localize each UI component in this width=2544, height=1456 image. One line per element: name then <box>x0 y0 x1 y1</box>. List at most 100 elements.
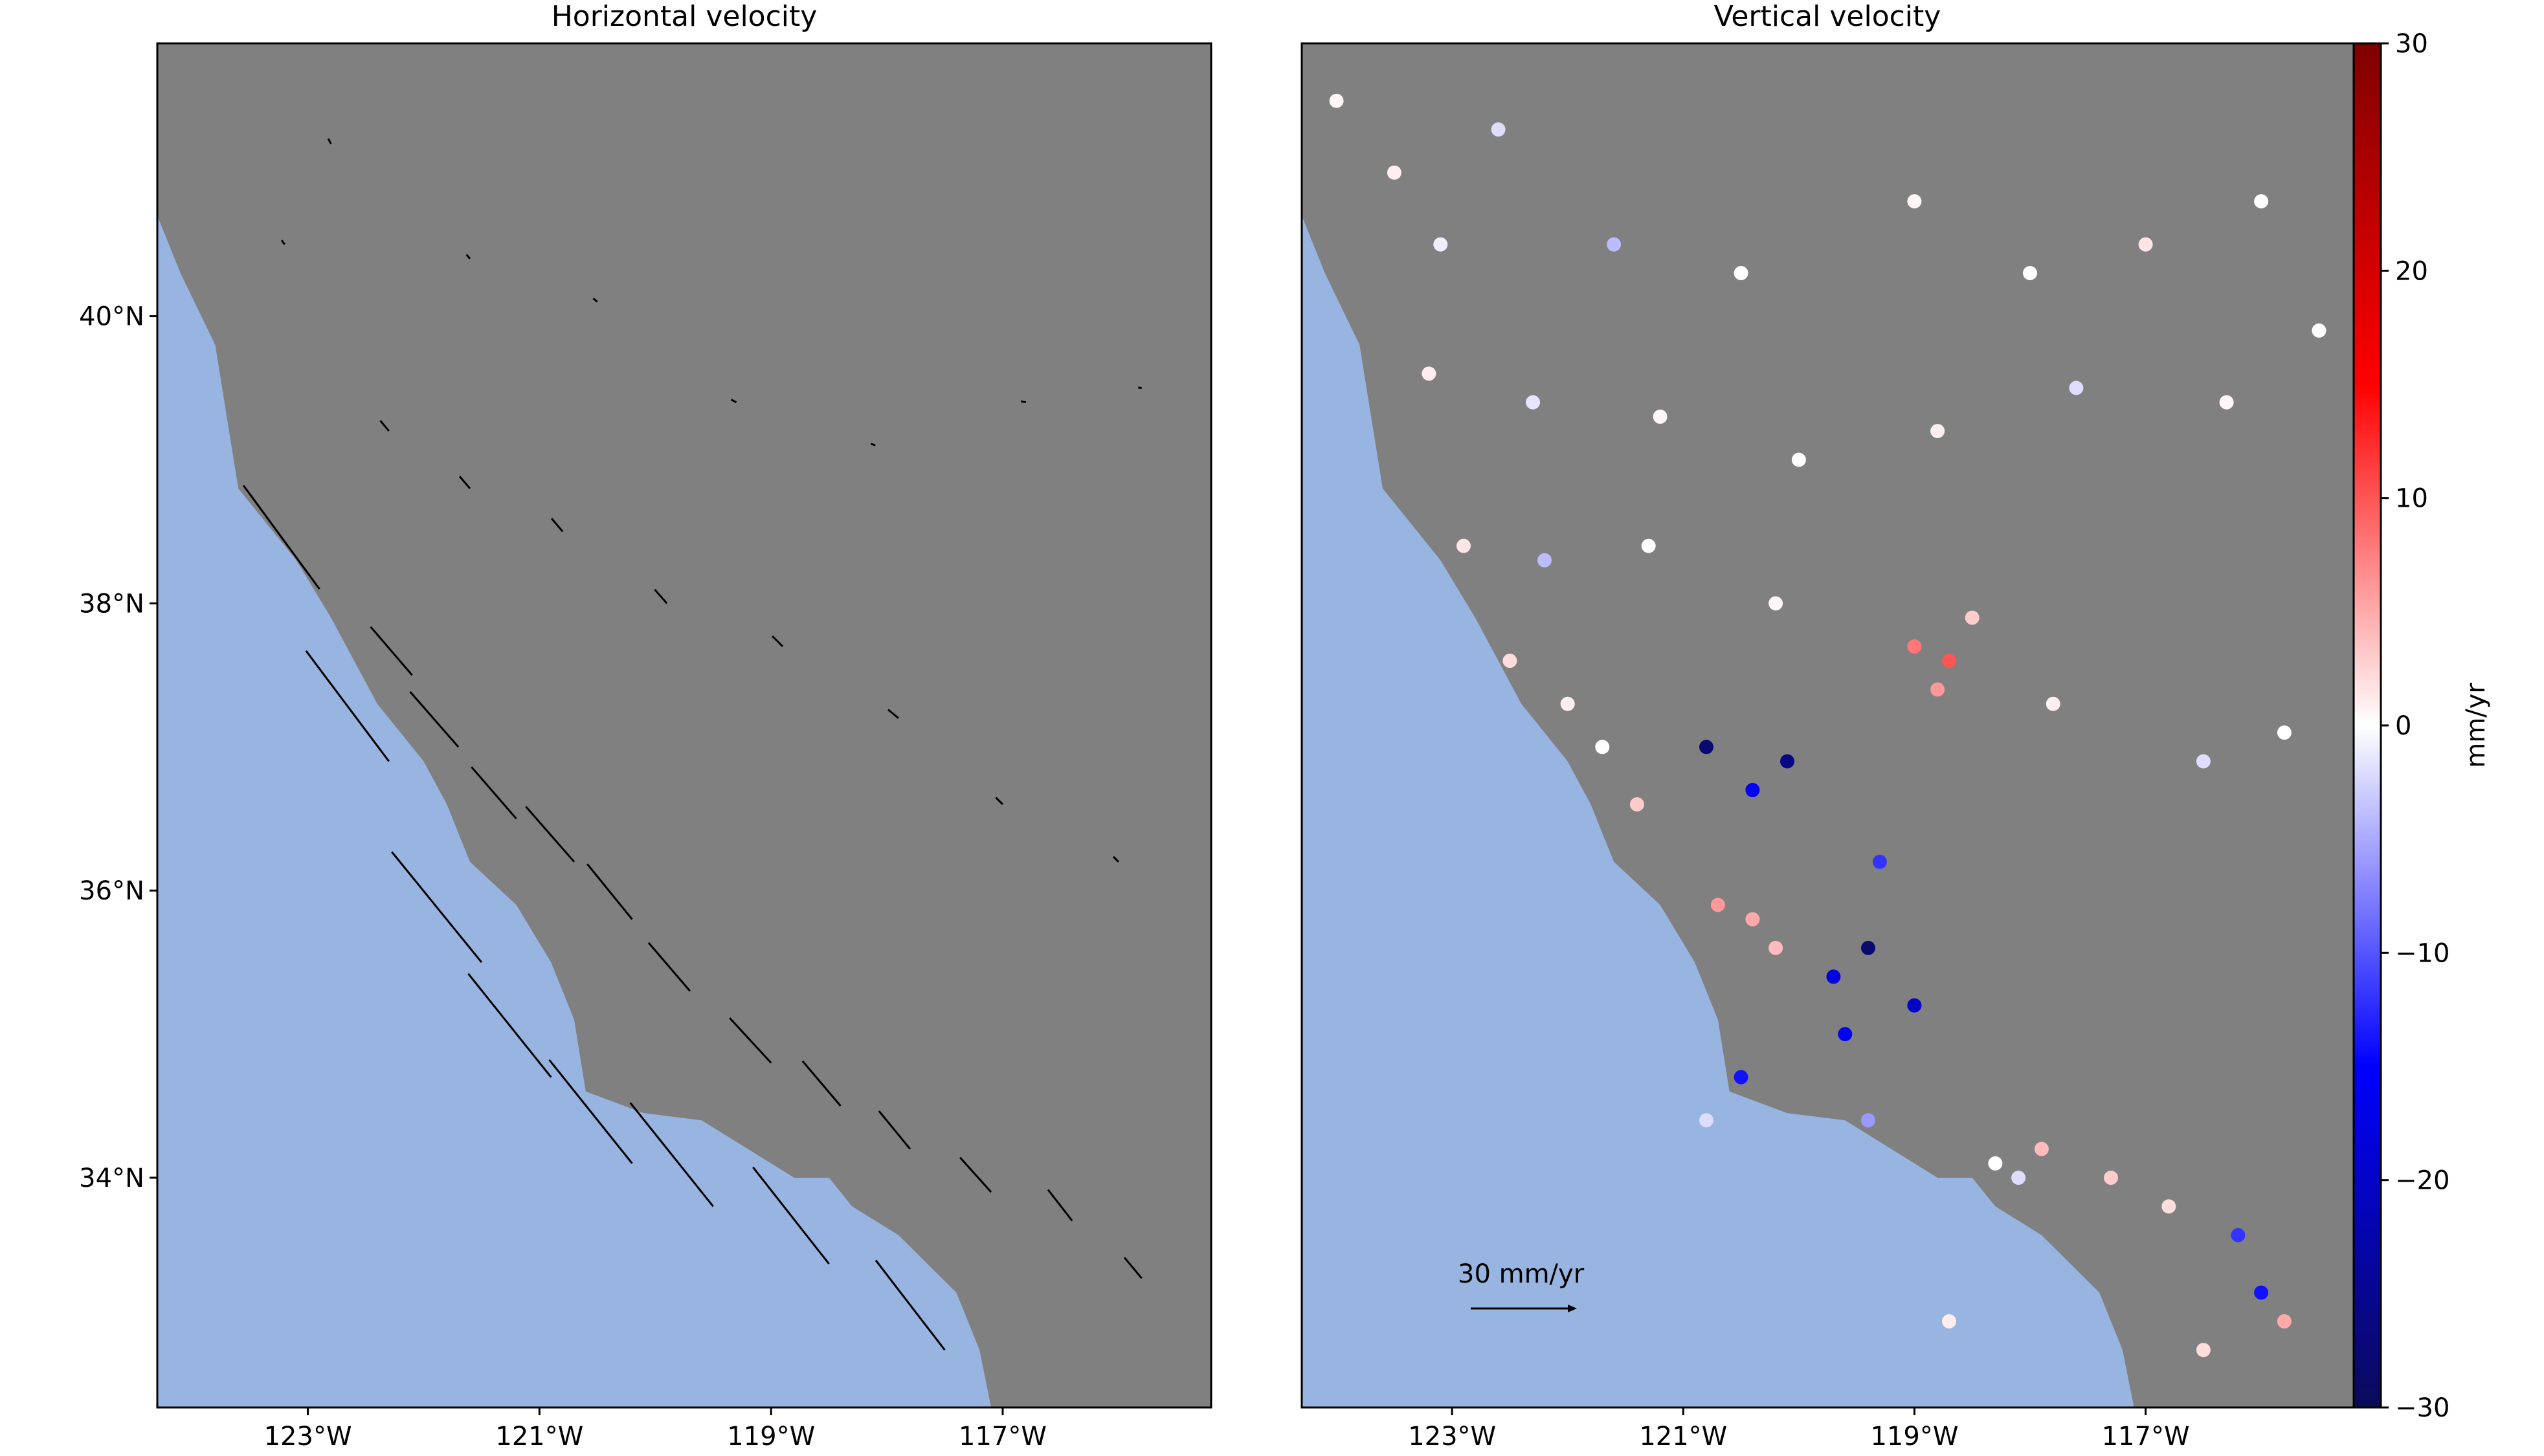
velocity-vector <box>878 1110 911 1150</box>
gps-station-marker <box>2196 754 2211 769</box>
gps-station-marker <box>1560 696 1575 711</box>
gps-station-marker <box>2046 696 2060 711</box>
colorbar-tick-label: −30 <box>2395 1393 2449 1423</box>
left-ocean <box>157 215 992 1407</box>
gps-station-marker <box>1907 194 1922 209</box>
gps-station-marker <box>1387 165 1401 180</box>
gps-station-marker <box>1526 395 1541 410</box>
lon-tick-label: 121°W <box>1639 1422 1727 1451</box>
lon-tick-label: 121°W <box>495 1422 583 1451</box>
left-latitude-ticks: 34°N 36°N 38°N 40°N <box>79 302 157 1193</box>
lat-tick-label: 34°N <box>79 1164 144 1193</box>
gps-station-marker <box>1734 266 1748 280</box>
gps-station-marker <box>1780 754 1794 769</box>
velocity-vector <box>471 766 517 820</box>
gps-station-marker <box>1537 553 1552 568</box>
velocity-vector <box>409 691 460 748</box>
velocity-vector <box>1020 400 1027 404</box>
lon-tick-label: 117°W <box>2102 1422 2190 1451</box>
gps-station-marker <box>1607 237 1622 252</box>
colorbar-tick-label: 0 <box>2395 711 2411 741</box>
velocity-vector <box>629 1102 714 1208</box>
right-panel-title: Vertical velocity <box>1714 0 1941 33</box>
lon-tick-label: 117°W <box>959 1422 1047 1451</box>
gps-station-marker <box>1861 940 1875 955</box>
right-longitude-ticks: 123°W 121°W 119°W 117°W <box>1408 1407 2190 1451</box>
velocity-vectors <box>242 138 1143 1351</box>
gps-station-marker <box>2231 1228 2246 1242</box>
velocity-vector <box>772 635 784 648</box>
gps-station-marker <box>1745 912 1760 927</box>
lon-tick-label: 123°W <box>264 1422 352 1451</box>
colorbar-gradient <box>2352 42 2382 1409</box>
gps-station-marker <box>1988 1156 2003 1171</box>
colorbar-tick-label: 10 <box>2395 484 2428 514</box>
velocity-vector <box>525 806 575 863</box>
velocity-vector <box>875 1259 946 1351</box>
gps-station-marker <box>1769 596 1783 611</box>
gps-station-marker <box>2161 1199 2176 1214</box>
velocity-vector <box>242 485 320 590</box>
gps-station-marker <box>1502 654 1517 668</box>
gps-station-marker <box>1930 682 1945 697</box>
gps-station-marker <box>1329 93 1344 108</box>
gps-station-marker <box>1826 969 1841 984</box>
lat-tick-label: 36°N <box>79 876 144 906</box>
velocity-vector <box>548 1059 633 1164</box>
gps-stations <box>1329 93 2326 1358</box>
gps-station-marker <box>1838 1027 1853 1042</box>
velocity-vector <box>752 1166 830 1265</box>
velocity-vector <box>592 297 598 303</box>
velocity-vector <box>391 851 483 964</box>
gps-station-marker <box>1433 237 1448 252</box>
colorbar-tick-label: 30 <box>2395 29 2428 59</box>
gps-station-marker <box>1422 366 1436 381</box>
lat-tick-label: 40°N <box>79 302 144 332</box>
gps-station-marker <box>1872 854 1887 869</box>
velocity-vector <box>550 518 564 533</box>
velocity-vector <box>1123 1257 1143 1279</box>
gps-station-marker <box>1699 1113 1713 1128</box>
velocity-vector <box>730 399 737 404</box>
gps-station-marker <box>1629 797 1644 811</box>
gps-station-marker <box>2196 1343 2211 1358</box>
colorbar-ticks: 30 20 10 0 −10 −20 −30 <box>2381 29 2449 1423</box>
lon-tick-label: 119°W <box>727 1422 815 1451</box>
gps-station-marker <box>1734 1070 1748 1085</box>
gps-station-marker <box>2219 395 2234 410</box>
gps-station-marker <box>2312 323 2326 338</box>
gps-station-marker <box>1456 538 1471 553</box>
velocity-vector <box>729 1017 772 1064</box>
velocity-vector <box>1047 1189 1073 1222</box>
left-panel-title: Horizontal velocity <box>552 0 818 33</box>
gps-station-marker <box>1769 940 1783 955</box>
velocity-vector <box>1112 855 1119 863</box>
velocity-vector <box>870 443 876 447</box>
gps-station-marker <box>2254 1285 2269 1300</box>
velocity-vector <box>467 973 552 1078</box>
colorbar-tick-label: −20 <box>2395 1166 2449 1196</box>
gps-station-marker <box>1907 639 1922 654</box>
lon-tick-label: 119°W <box>1870 1422 1958 1451</box>
gps-station-marker <box>1595 740 1610 755</box>
scale-arrowhead-icon <box>1568 1305 1577 1312</box>
colorbar-label: mm/yr <box>2461 683 2491 768</box>
gps-station-marker <box>1791 452 1806 467</box>
gps-station-marker <box>2011 1171 2026 1185</box>
gps-station-marker <box>2254 194 2269 209</box>
vertical-velocity-panel: Vertical velocity 123°W 121°W 119°W 117°W 3… <box>1300 0 2355 1451</box>
gps-station-marker <box>1653 409 1668 424</box>
velocity-vector <box>887 709 899 720</box>
gps-station-marker <box>1965 610 1980 625</box>
velocity-vector <box>465 254 471 259</box>
velocity-vector <box>280 239 285 245</box>
velocity-vector <box>801 1060 842 1107</box>
gps-station-marker <box>2277 1314 2292 1329</box>
gps-station-marker <box>1641 538 1656 553</box>
gps-station-marker <box>1491 122 1506 137</box>
right-ocean <box>1302 215 2134 1407</box>
velocity-vector <box>305 650 390 762</box>
lat-tick-label: 38°N <box>79 589 144 619</box>
gps-station-marker <box>1699 740 1713 755</box>
